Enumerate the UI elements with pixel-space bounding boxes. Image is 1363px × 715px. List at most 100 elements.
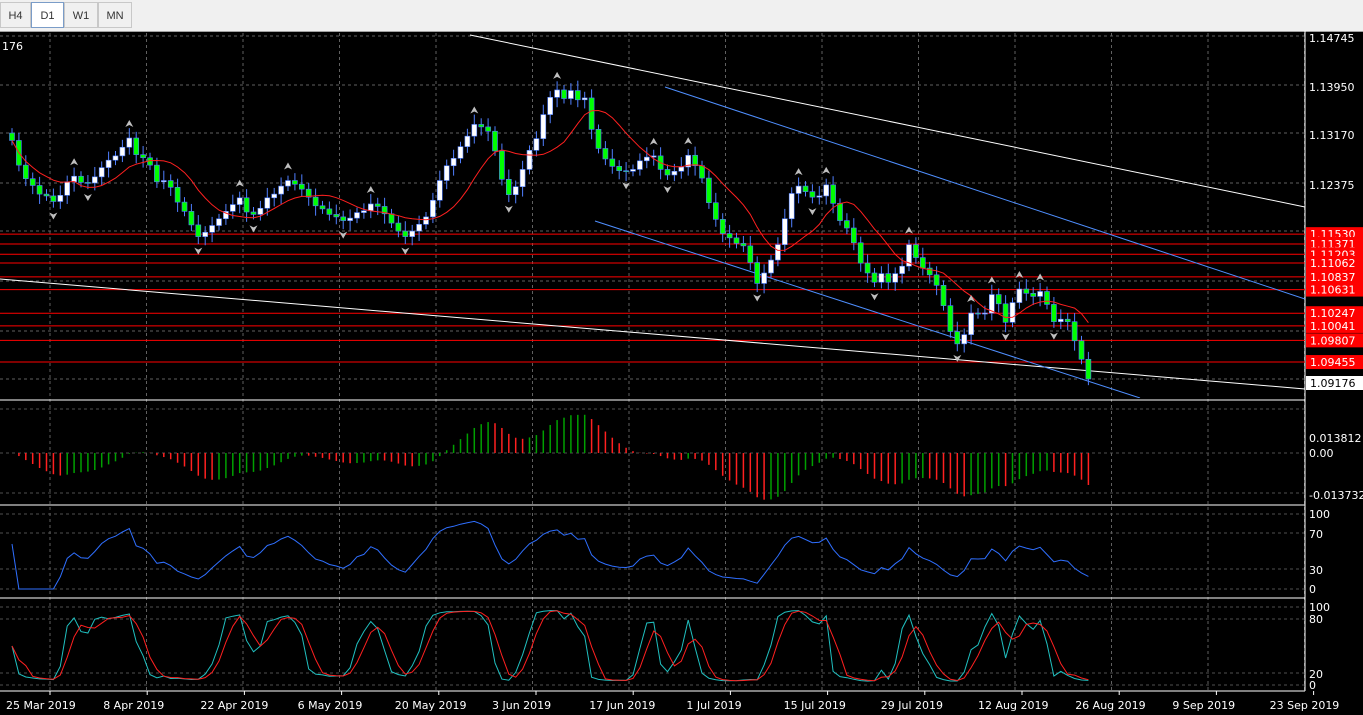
candle-body (637, 160, 643, 170)
candle-body (36, 185, 43, 195)
date-label: 20 May 2019 (395, 699, 467, 712)
candle-body (154, 164, 160, 183)
candle-body (333, 214, 340, 218)
candle-body (802, 185, 809, 192)
candle-body (430, 199, 436, 218)
candle-body (740, 243, 747, 247)
candle-body (844, 220, 850, 229)
candle-body (830, 184, 836, 204)
fractal-down-arrow (49, 212, 58, 220)
candle-body (975, 312, 981, 315)
candle-body (29, 178, 36, 186)
level-labels: 1.115301.113711.112031.110621.108371.106… (1306, 227, 1363, 370)
candle-body (961, 334, 968, 345)
rsi-tick: 0 (1309, 583, 1316, 596)
candle-body (761, 272, 767, 284)
candle-body (298, 183, 305, 190)
date-label: 8 Apr 2019 (103, 699, 164, 712)
fractal-up-arrow (905, 226, 913, 234)
date-label: 6 May 2019 (298, 699, 363, 712)
level-price-label: 1.10837 (1310, 271, 1356, 284)
resistance-levels (0, 233, 1305, 363)
fractal-up-arrow (794, 168, 803, 176)
fractal-up-arrow (967, 295, 976, 303)
fractal-up-arrow (1036, 273, 1045, 281)
stochastic-signal-line (11, 610, 1089, 682)
time-axis: 25 Mar 2019 8 Apr 2019 22 Apr 2019 6 May 20… (6, 691, 1339, 712)
candle-body (285, 180, 291, 187)
candle-body (816, 195, 823, 198)
candle-body (119, 146, 126, 157)
candle-body (878, 273, 885, 283)
fractal-up-arrow (553, 71, 562, 79)
candle-body (768, 259, 774, 274)
fractal-up-arrow (684, 137, 693, 145)
candle-body (864, 262, 871, 274)
candle-body (367, 203, 374, 212)
candle-body (409, 230, 416, 237)
candle-body (1016, 288, 1023, 303)
fractal-up-arrow (822, 166, 831, 174)
stoch-tick: 20 (1309, 668, 1323, 681)
tab-w1[interactable]: W1 (64, 2, 98, 28)
level-price-label: 1.09807 (1310, 334, 1356, 347)
candle-body (775, 244, 781, 261)
candle-body (140, 154, 146, 159)
chart-area[interactable]: 176 1.14745 1.13950 1.13170 1.12375 1.11… (0, 31, 1363, 715)
candle-body (906, 244, 912, 267)
candle-body (161, 180, 167, 183)
candle-body (685, 154, 692, 168)
candle-body (98, 167, 105, 178)
tab-d1[interactable]: D1 (31, 2, 64, 28)
candle-body (726, 233, 733, 239)
candle-body (995, 294, 1002, 305)
candle-body (133, 137, 139, 155)
candle-body (443, 165, 450, 181)
candle-body (264, 197, 271, 209)
candle-body (1064, 318, 1071, 322)
candle-body (788, 193, 795, 220)
candle-body (92, 176, 98, 184)
fractal-down-arrow (808, 208, 817, 216)
candle-body (71, 175, 77, 183)
candle-body (919, 257, 926, 269)
candle-body (361, 210, 367, 213)
candle-body (706, 177, 712, 204)
tab-h4[interactable]: H4 (0, 2, 31, 28)
candle-body (450, 158, 457, 167)
rsi-line (11, 520, 1089, 590)
candle-body (1078, 340, 1085, 360)
candle-body (719, 219, 726, 234)
candle-body (678, 166, 685, 172)
level-tag (1306, 282, 1363, 297)
candle-body (540, 114, 547, 139)
level-price-label: 1.11062 (1310, 257, 1356, 270)
channel-upper-line (664, 86, 1305, 300)
candle-body (174, 187, 181, 203)
candle-body (374, 203, 381, 207)
date-label: 9 Sep 2019 (1172, 699, 1235, 712)
candle-body (271, 193, 278, 199)
candle-body (940, 285, 947, 306)
candle-body (326, 208, 333, 215)
candle-body (899, 265, 905, 274)
price-tick: 1.12375 (1309, 179, 1355, 192)
candle-body (236, 197, 243, 205)
level-price-label: 1.10631 (1310, 284, 1356, 297)
tab-mn[interactable]: MN (98, 2, 132, 28)
candle-body (381, 206, 388, 215)
fractal-down-arrow (870, 293, 879, 301)
candle-body (623, 170, 629, 172)
stoch-tick: 80 (1309, 613, 1323, 626)
candle-body (581, 97, 588, 101)
candle-body (112, 155, 119, 161)
candle-body (492, 130, 498, 152)
current-price-tag: 1.09176 (1306, 376, 1363, 390)
rsi-tick: 100 (1309, 508, 1330, 521)
price-tick: 1.14745 (1309, 32, 1355, 45)
candle-body (1023, 288, 1030, 294)
candle-body (561, 89, 567, 99)
stochastic-axis: 100 80 20 0 (1309, 601, 1330, 692)
candle-body (982, 312, 988, 315)
candle-body (1037, 291, 1043, 297)
